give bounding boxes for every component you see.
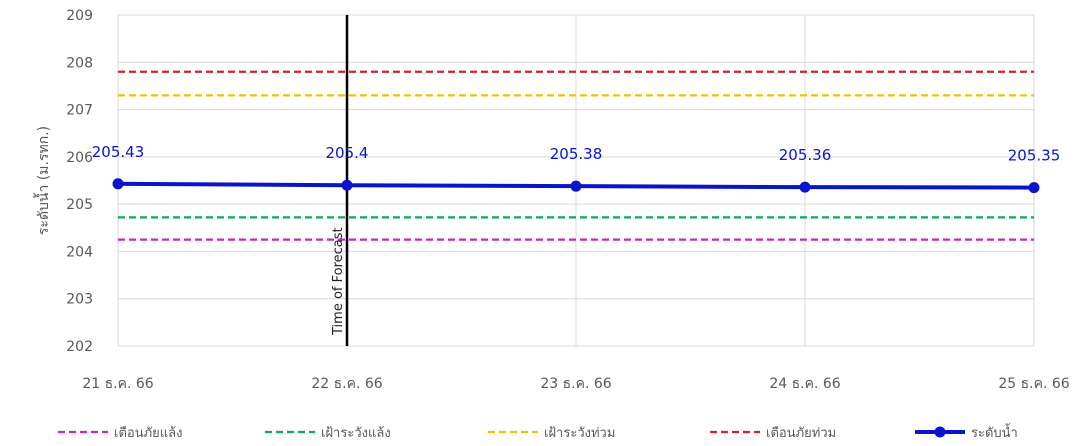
data-labels: 205.43 205.4 205.38 205.36 205.35 — [92, 143, 1061, 165]
y-tick-label-206: 206 — [66, 150, 93, 166]
data-point-2 — [341, 179, 353, 191]
legend-item-1: เตือนภัยแล้ง — [58, 425, 182, 441]
y-tick-label-202: 202 — [66, 339, 93, 355]
y-tick-label-208: 208 — [66, 55, 93, 71]
y-axis-title: ระดับน้ำ (ม.รทก.) — [33, 126, 52, 235]
data-label-2: 205.4 — [326, 144, 369, 162]
data-label-4: 205.36 — [779, 146, 832, 164]
x-tick-label-3: 23 ธ.ค. 66 — [540, 376, 611, 392]
water-level-series — [112, 178, 1040, 194]
x-tick-label-2: 22 ธ.ค. 66 — [311, 376, 382, 392]
threshold-lines — [118, 70, 1034, 241]
legend-item-3: เฝ้าระวังท่วม — [488, 426, 615, 441]
forecast-marker-label: Time of Forecast — [331, 227, 346, 336]
y-tick-label-204: 204 — [66, 244, 93, 260]
y-tick-labels: 202 203 204 205 206 207 208 209 — [66, 8, 93, 355]
legend-item-5: ระดับน้ำ — [915, 423, 1018, 441]
legend-item-2: เฝ้าระวังแล้ง — [265, 426, 391, 441]
legend: เตือนภัยแล้ง เฝ้าระวังแล้ง เฝ้าระวังท่วม เต… — [58, 423, 1018, 441]
y-tick-label-203: 203 — [66, 292, 93, 308]
data-point-5 — [1028, 182, 1040, 194]
legend-label-5: ระดับน้ำ — [971, 423, 1018, 441]
legend-label-1: เตือนภัยแล้ง — [114, 425, 182, 441]
x-tick-labels: 21 ธ.ค. 66 22 ธ.ค. 66 23 ธ.ค. 66 24 ธ.ค. 66… — [82, 376, 1069, 392]
data-point-3 — [570, 180, 582, 192]
x-tick-label-5: 25 ธ.ค. 66 — [998, 376, 1069, 392]
y-tick-label-209: 209 — [66, 8, 93, 24]
legend-label-2: เฝ้าระวังแล้ง — [321, 426, 391, 441]
data-label-5: 205.35 — [1008, 147, 1061, 165]
x-tick-label-4: 24 ธ.ค. 66 — [769, 376, 840, 392]
data-label-1: 205.43 — [92, 143, 145, 161]
legend-item-4: เตือนภัยท่วม — [710, 425, 836, 441]
y-tick-label-205: 205 — [66, 197, 93, 213]
x-tick-label-1: 21 ธ.ค. 66 — [82, 376, 153, 392]
legend-swatch-marker — [934, 426, 946, 438]
legend-label-3: เฝ้าระวังท่วม — [544, 426, 615, 441]
legend-label-4: เตือนภัยท่วม — [766, 425, 836, 441]
data-label-3: 205.38 — [550, 145, 603, 163]
data-point-1 — [112, 178, 124, 190]
gridlines — [117, 14, 1035, 347]
data-point-4 — [799, 181, 811, 193]
y-tick-label-207: 207 — [66, 103, 93, 119]
